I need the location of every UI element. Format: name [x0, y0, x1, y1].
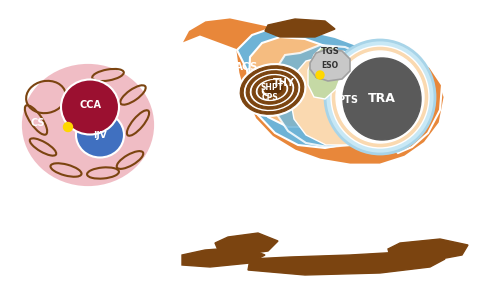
Polygon shape [310, 49, 350, 81]
Text: PTS: PTS [338, 95, 358, 105]
Polygon shape [272, 45, 392, 147]
Text: CCA: CCA [79, 100, 101, 110]
Polygon shape [290, 51, 390, 145]
Text: RS: RS [213, 64, 231, 76]
Ellipse shape [20, 62, 156, 188]
Text: CS: CS [31, 118, 45, 128]
Ellipse shape [331, 46, 429, 148]
Ellipse shape [64, 123, 72, 131]
Polygon shape [308, 47, 342, 99]
Polygon shape [388, 55, 442, 153]
Ellipse shape [243, 68, 301, 112]
Ellipse shape [61, 80, 119, 135]
Ellipse shape [252, 76, 292, 104]
Text: TGS: TGS [320, 46, 340, 56]
Text: SHPT: SHPT [260, 82, 283, 91]
Ellipse shape [76, 113, 124, 158]
Polygon shape [237, 27, 395, 148]
Text: ACS: ACS [236, 62, 258, 72]
Polygon shape [248, 251, 445, 275]
Ellipse shape [325, 40, 435, 154]
Polygon shape [215, 233, 278, 255]
Text: ESO: ESO [322, 60, 338, 70]
Ellipse shape [240, 66, 304, 114]
Text: TRA: TRA [368, 93, 396, 105]
Text: IJV: IJV [93, 131, 107, 141]
Text: CPS: CPS [262, 93, 278, 103]
Ellipse shape [264, 80, 284, 95]
Ellipse shape [316, 71, 324, 79]
Ellipse shape [249, 73, 295, 107]
Text: THY: THY [273, 78, 295, 88]
Ellipse shape [238, 64, 306, 116]
Polygon shape [180, 17, 445, 165]
Ellipse shape [255, 78, 289, 102]
Ellipse shape [336, 51, 424, 143]
Ellipse shape [246, 71, 298, 109]
Polygon shape [265, 19, 335, 37]
Ellipse shape [261, 83, 283, 97]
Polygon shape [249, 37, 356, 127]
Ellipse shape [343, 58, 421, 140]
Ellipse shape [258, 81, 286, 99]
Polygon shape [182, 247, 265, 267]
Polygon shape [388, 239, 468, 261]
